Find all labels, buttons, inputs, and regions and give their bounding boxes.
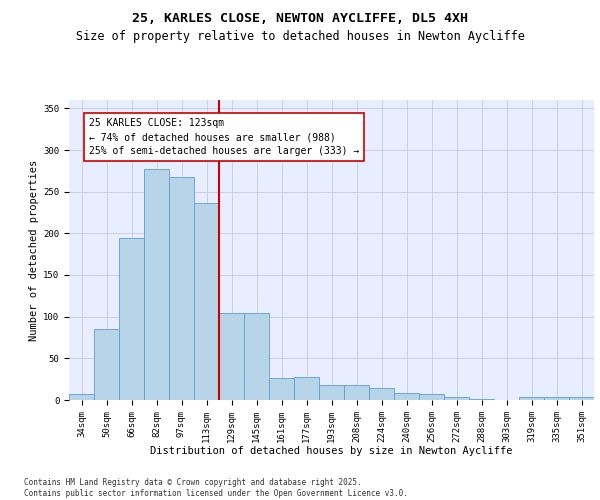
Bar <box>219 314 244 400</box>
Text: Size of property relative to detached houses in Newton Aycliffe: Size of property relative to detached ho… <box>76 30 524 43</box>
Text: 25, KARLES CLOSE, NEWTON AYCLIFFE, DL5 4XH: 25, KARLES CLOSE, NEWTON AYCLIFFE, DL5 4… <box>132 12 468 26</box>
Bar <box>269 378 294 400</box>
Bar <box>194 202 219 400</box>
Bar <box>94 329 119 400</box>
Text: Contains HM Land Registry data © Crown copyright and database right 2025.
Contai: Contains HM Land Registry data © Crown c… <box>24 478 408 498</box>
Text: 25 KARLES CLOSE: 123sqm
← 74% of detached houses are smaller (988)
25% of semi-d: 25 KARLES CLOSE: 123sqm ← 74% of detache… <box>89 118 359 156</box>
Bar <box>244 314 269 400</box>
Bar <box>344 385 369 400</box>
Bar <box>519 396 544 400</box>
Bar <box>69 394 94 400</box>
Bar <box>319 385 344 400</box>
X-axis label: Distribution of detached houses by size in Newton Aycliffe: Distribution of detached houses by size … <box>150 446 513 456</box>
Bar <box>144 169 169 400</box>
Bar <box>419 394 444 400</box>
Bar <box>444 396 469 400</box>
Bar <box>169 176 194 400</box>
Bar <box>294 376 319 400</box>
Bar <box>469 399 494 400</box>
Bar <box>394 394 419 400</box>
Bar <box>119 238 144 400</box>
Bar <box>369 388 394 400</box>
Bar <box>544 396 569 400</box>
Y-axis label: Number of detached properties: Number of detached properties <box>29 160 39 340</box>
Bar <box>569 396 594 400</box>
